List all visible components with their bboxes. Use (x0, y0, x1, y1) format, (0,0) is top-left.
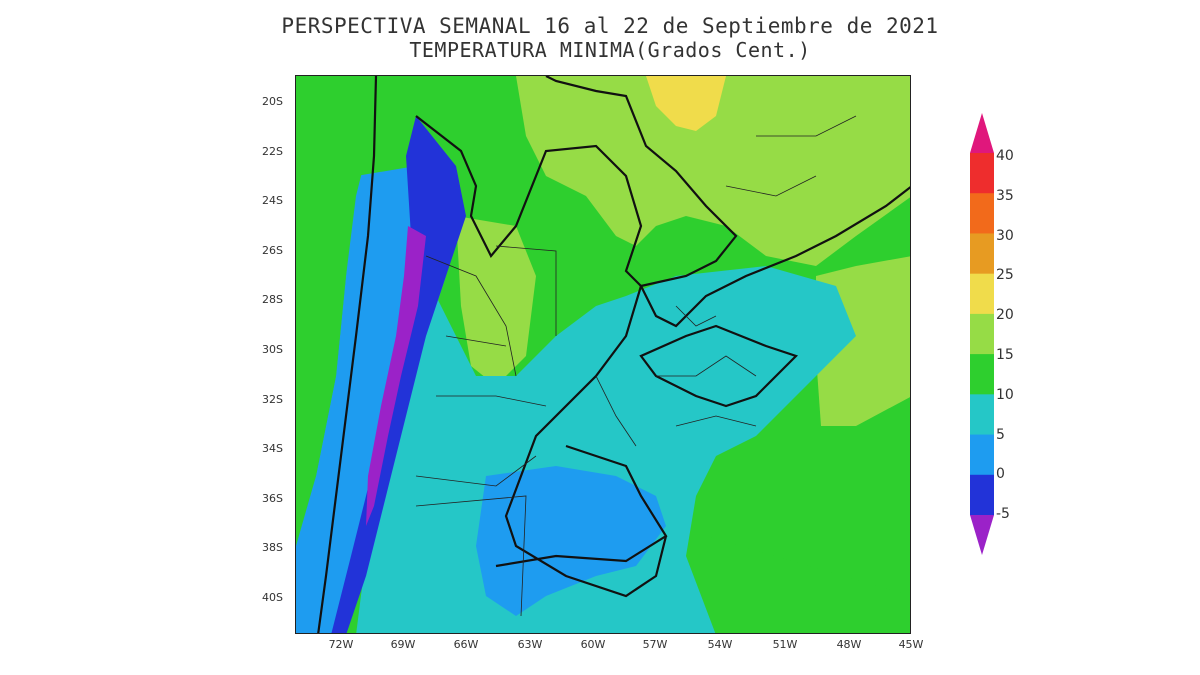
map-canvas (296, 76, 910, 633)
zone-0-5-pampa (476, 466, 666, 616)
lat-label-30s: 30S (262, 343, 283, 356)
zone-pacific (296, 76, 376, 536)
colorbar-label-40: 40 (996, 148, 1014, 164)
temperature-map (295, 75, 911, 634)
lat-label-40s: 40S (262, 591, 283, 604)
zone-15-20-chaco (456, 216, 536, 386)
colorbar-segment (970, 153, 994, 194)
colorbar-label-5: 5 (996, 427, 1005, 443)
lat-label-34s: 34S (262, 442, 283, 455)
lat-label-24s: 24S (262, 194, 283, 207)
zone-below-minus5 (366, 226, 426, 526)
lon-label-69w: 69W (390, 638, 416, 651)
colorbar-segment (970, 394, 994, 436)
colorbar-segment (970, 233, 994, 275)
lon-label-54w: 54W (707, 638, 733, 651)
colorbar-segment (970, 113, 994, 153)
colorbar-segment (970, 313, 994, 355)
colorbar-label-0: 0 (996, 466, 1005, 482)
colorbar-label-25: 25 (996, 267, 1014, 283)
colorbar-label-15: 15 (996, 347, 1014, 363)
lon-label-66w: 66W (453, 638, 479, 651)
lat-label-36s: 36S (262, 492, 283, 505)
lat-label-38s: 38S (262, 541, 283, 554)
lat-label-32s: 32S (262, 393, 283, 406)
lon-label-45w: 45W (898, 638, 924, 651)
lon-label-48w: 48W (836, 638, 862, 651)
colorbar-segment (970, 474, 994, 516)
colorbar-segment (970, 273, 994, 315)
colorbar-label-minus5: -5 (996, 506, 1010, 522)
zone-15-20-north (516, 76, 910, 266)
colorbar-segment (970, 515, 994, 555)
map-title-line2: TEMPERATURA MINIMA(Grados Cent.) (409, 38, 811, 62)
lon-label-57w: 57W (642, 638, 668, 651)
zone-sea-green (706, 536, 910, 633)
zone-20-25 (646, 76, 726, 131)
colorbar-label-10: 10 (996, 387, 1014, 403)
colorbar (970, 113, 994, 555)
colorbar-label-20: 20 (996, 307, 1014, 323)
lon-label-72w: 72W (328, 638, 354, 651)
lon-label-60w: 60W (580, 638, 606, 651)
lat-label-28s: 28S (262, 293, 283, 306)
lat-label-26s: 26S (262, 244, 283, 257)
lat-label-20s: 20S (262, 95, 283, 108)
lon-label-51w: 51W (772, 638, 798, 651)
lon-label-63w: 63W (517, 638, 543, 651)
colorbar-segment (970, 193, 994, 234)
colorbar-segment (970, 434, 994, 476)
colorbar-label-30: 30 (996, 228, 1014, 244)
country-borders (317, 76, 910, 633)
map-title-line1: PERSPECTIVA SEMANAL 16 al 22 de Septiemb… (281, 14, 939, 38)
colorbar-segment (970, 354, 994, 395)
province-borders (415, 115, 857, 617)
lat-label-22s: 22S (262, 145, 283, 158)
colorbar-label-35: 35 (996, 188, 1014, 204)
